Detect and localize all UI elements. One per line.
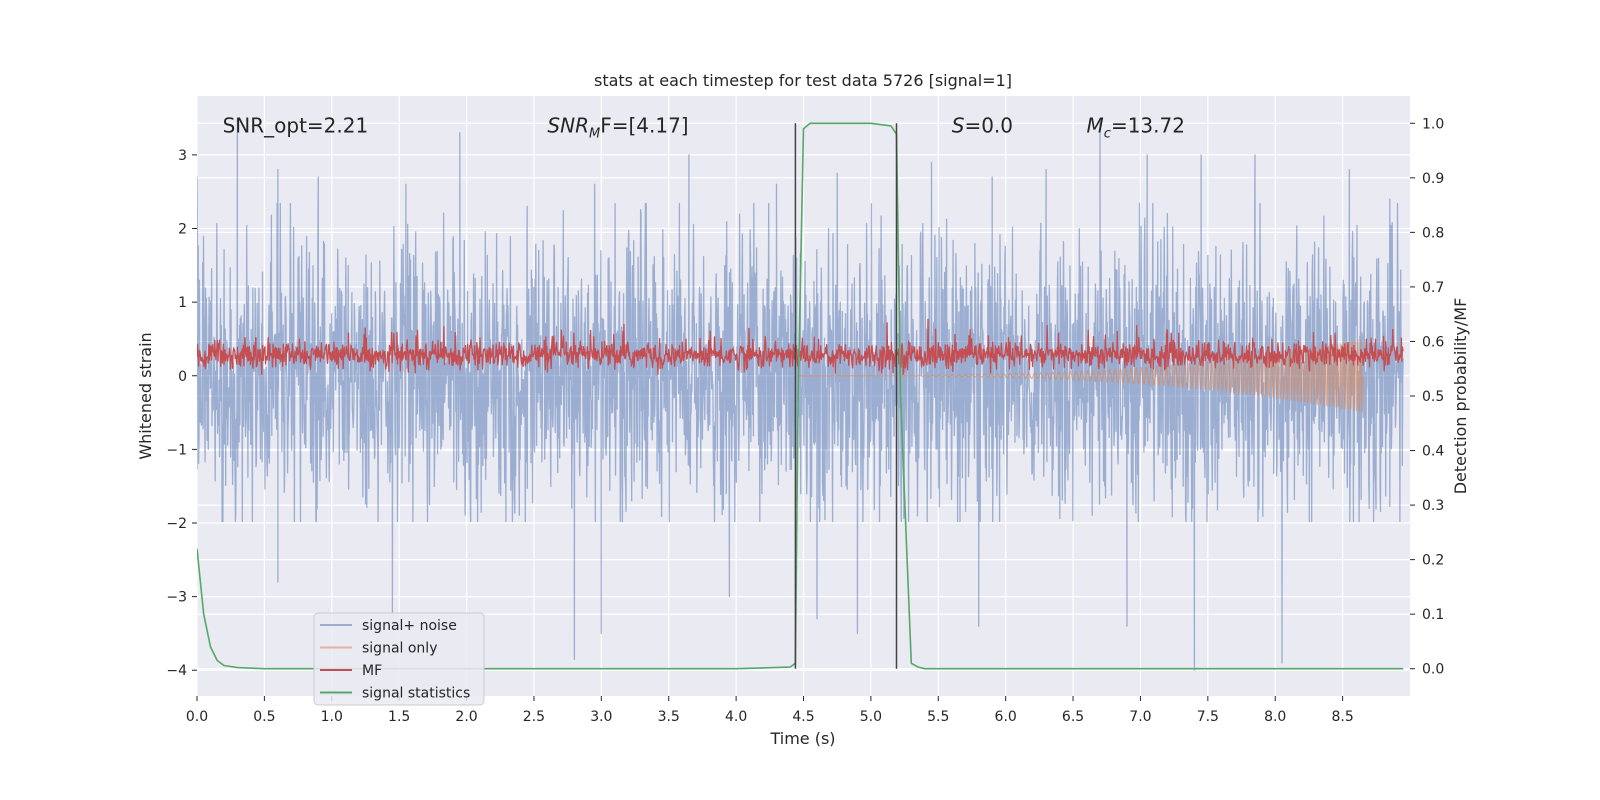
legend-box <box>313 612 485 706</box>
y2-tick-label: 1.0 <box>1422 116 1444 132</box>
legend-label: MF <box>362 663 382 679</box>
y-axis-right: 0.0 0.1 0.2 0.3 0.4 0.5 0.6 0.7 0.8 0.9 1.0 <box>1410 116 1444 678</box>
annotation-s-value: S=0.0 <box>952 113 1013 137</box>
y-tick-label: 3 <box>178 148 187 164</box>
y-tick-label: 2 <box>178 222 187 238</box>
y2-tick-label: 0.3 <box>1422 498 1444 514</box>
x-tick-label: 3.5 <box>658 709 680 725</box>
vertical-markers <box>794 123 898 669</box>
x-tick-label: 1.5 <box>388 709 410 725</box>
y-axis-label: Whitened strain <box>136 332 155 459</box>
legend-label: signal statistics <box>362 686 470 702</box>
y-tick-label: 1 <box>178 295 187 311</box>
x-tick-label: 7.0 <box>1129 709 1151 725</box>
x-tick-label: 0.5 <box>253 709 275 725</box>
x-axis-label: Time (s) <box>769 729 835 748</box>
x-tick-label: 5.0 <box>860 709 882 725</box>
y2-axis-label: Detection probability/MF <box>1451 298 1470 495</box>
series-signal-only <box>796 339 1364 413</box>
x-tick-label: 4.5 <box>792 709 814 725</box>
annotation-chirp-mass: Mc=13.72 <box>1087 113 1185 141</box>
y2-tick-label: 0.1 <box>1422 607 1444 623</box>
x-axis: 0.0 0.5 1.0 1.5 2.0 2.5 3.0 3.5 4.0 4.5 5.0 5.5 6.0 6… <box>186 696 1354 725</box>
x-tick-label: 2.5 <box>523 709 545 725</box>
y-tick-label: −1 <box>166 442 187 458</box>
legend-label: signal only <box>362 641 437 657</box>
y-tick-label: 0 <box>178 369 187 385</box>
legend: signal+ noise signal only MF signal statist… <box>313 612 485 706</box>
x-tick-label: 7.5 <box>1197 709 1219 725</box>
y-tick-label: −4 <box>166 663 187 679</box>
y2-tick-label: 0.5 <box>1422 389 1444 405</box>
series-mf <box>197 318 1404 375</box>
x-tick-label: 1.0 <box>321 709 343 725</box>
x-tick-label: 0.0 <box>186 709 208 725</box>
x-tick-label: 3.0 <box>590 709 612 725</box>
series-layer <box>197 117 1404 671</box>
chart-title: stats at each timestep for test data 572… <box>594 71 1012 90</box>
x-tick-label: 6.5 <box>1062 709 1084 725</box>
annotations: SNR_opt=2.21 SNRMF=[4.17] S=0.0 Mc=13.72 <box>223 113 1185 141</box>
y-tick-label: −3 <box>166 590 187 606</box>
y2-tick-label: 0.6 <box>1422 334 1444 350</box>
x-tick-label: 5.5 <box>927 709 949 725</box>
annotation-snr-opt: SNR_opt=2.21 <box>223 113 369 137</box>
x-tick-label: 2.0 <box>455 709 477 725</box>
series-signal-statistics <box>197 122 1404 670</box>
y2-tick-label: 0.9 <box>1422 171 1444 187</box>
x-tick-label: 6.0 <box>995 709 1017 725</box>
y2-tick-label: 0.7 <box>1422 280 1444 296</box>
y2-tick-label: 0.4 <box>1422 444 1444 460</box>
annotation-snr-mf: SNRMF=[4.17] <box>547 113 688 141</box>
x-tick-label: 8.0 <box>1264 709 1286 725</box>
y-axis-left: −4 −3 −2 −1 0 1 2 3 <box>166 148 197 679</box>
x-tick-label: 4.0 <box>725 709 747 725</box>
y-tick-label: −2 <box>166 516 187 532</box>
y2-tick-label: 0.0 <box>1422 662 1444 678</box>
y2-tick-label: 0.2 <box>1422 553 1444 569</box>
y2-tick-label: 0.8 <box>1422 225 1444 241</box>
legend-label: signal+ noise <box>362 618 457 634</box>
x-tick-label: 8.5 <box>1331 709 1353 725</box>
